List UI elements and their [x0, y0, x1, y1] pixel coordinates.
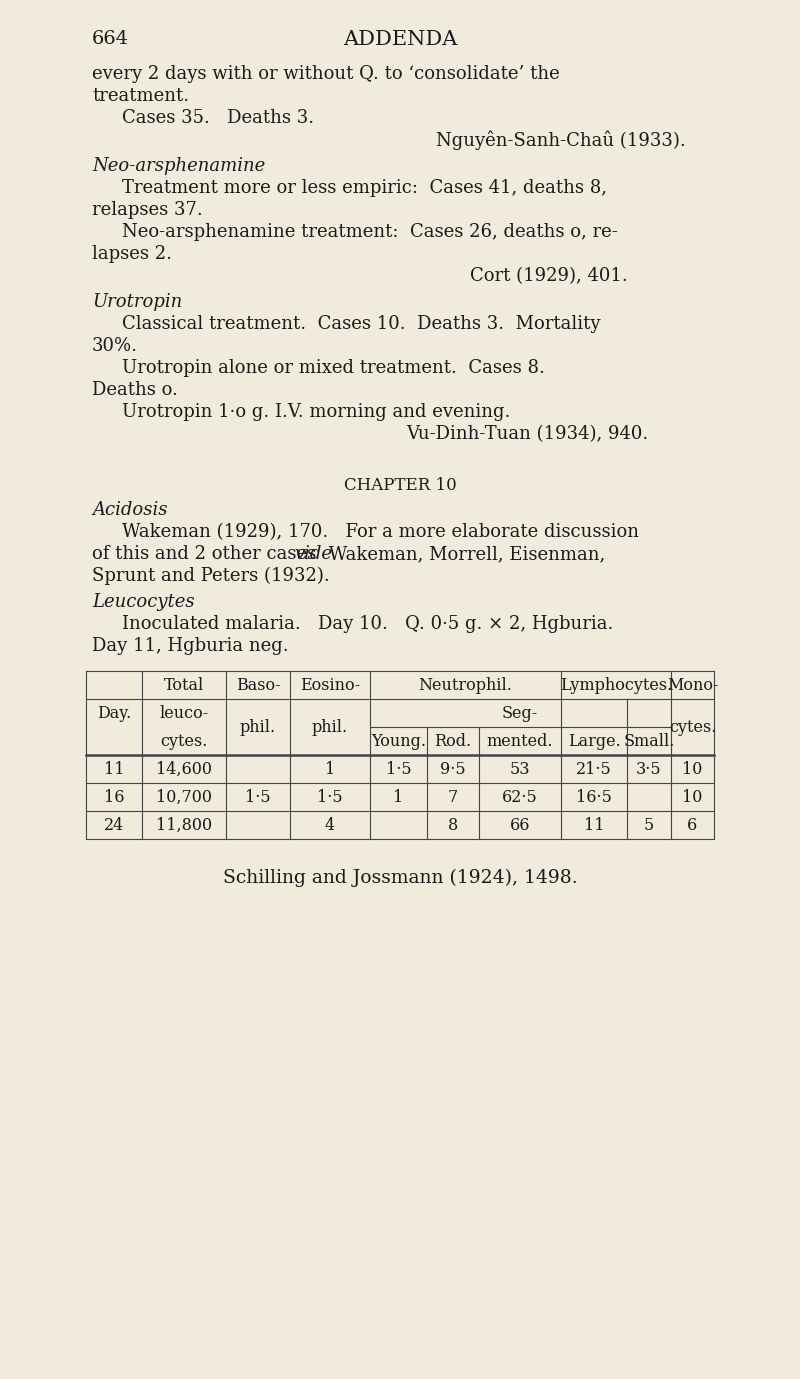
- Text: Urotropin 1·o g. I.V. morning and evening.: Urotropin 1·o g. I.V. morning and evenin…: [122, 403, 510, 421]
- Text: 21·5: 21·5: [576, 760, 612, 778]
- Text: cytes.: cytes.: [160, 732, 208, 750]
- Text: Wakeman, Morrell, Eisenman,: Wakeman, Morrell, Eisenman,: [323, 545, 606, 563]
- Text: Deaths o.: Deaths o.: [92, 381, 178, 399]
- Text: Seg-: Seg-: [502, 705, 538, 721]
- Text: Day 11, Hgburia neg.: Day 11, Hgburia neg.: [92, 637, 289, 655]
- Text: 1·5: 1·5: [386, 760, 411, 778]
- Text: of this and 2 other cases: of this and 2 other cases: [92, 545, 322, 563]
- Text: Small.: Small.: [623, 732, 674, 750]
- Text: 11,800: 11,800: [156, 816, 212, 833]
- Text: Large.: Large.: [568, 732, 620, 750]
- Text: ADDENDA: ADDENDA: [343, 30, 457, 50]
- Text: 5: 5: [644, 816, 654, 833]
- Text: CHAPTER 10: CHAPTER 10: [344, 477, 456, 494]
- Text: 10: 10: [682, 789, 702, 805]
- Text: Treatment more or less empiric:  Cases 41, deaths 8,: Treatment more or less empiric: Cases 41…: [122, 179, 607, 197]
- Text: Baso-: Baso-: [236, 677, 280, 694]
- Text: 30%.: 30%.: [92, 336, 138, 354]
- Text: 16: 16: [104, 789, 124, 805]
- Text: Urotropin: Urotropin: [92, 292, 182, 312]
- Text: 10: 10: [682, 760, 702, 778]
- Text: 664: 664: [92, 30, 129, 48]
- Text: treatment.: treatment.: [92, 87, 189, 105]
- Text: Schilling and Jossmann (1924), 1498.: Schilling and Jossmann (1924), 1498.: [222, 869, 578, 887]
- Text: Inoculated malaria.   Day 10.   Q. 0·5 g. × 2, Hgburia.: Inoculated malaria. Day 10. Q. 0·5 g. × …: [122, 615, 614, 633]
- Text: 62·5: 62·5: [502, 789, 538, 805]
- Text: Day.: Day.: [97, 705, 131, 721]
- Text: 9·5: 9·5: [440, 760, 466, 778]
- Text: 4: 4: [325, 816, 335, 833]
- Text: Lymphocytes.: Lymphocytes.: [560, 677, 672, 694]
- Text: Urotropin alone or mixed treatment.  Cases 8.: Urotropin alone or mixed treatment. Case…: [122, 359, 545, 376]
- Text: Vu-Dinh-Tuan (1934), 940.: Vu-Dinh-Tuan (1934), 940.: [406, 425, 648, 443]
- Text: 14,600: 14,600: [156, 760, 212, 778]
- Text: vide: vide: [294, 545, 332, 563]
- Text: 6: 6: [687, 816, 698, 833]
- Text: 1·5: 1·5: [245, 789, 271, 805]
- Text: 66: 66: [510, 816, 530, 833]
- Text: relapses 37.: relapses 37.: [92, 201, 202, 219]
- Text: leuco-: leuco-: [159, 705, 209, 721]
- Text: 16·5: 16·5: [576, 789, 612, 805]
- Text: Neo-arsphenamine: Neo-arsphenamine: [92, 157, 266, 175]
- Text: 53: 53: [510, 760, 530, 778]
- Text: phil.: phil.: [240, 718, 276, 735]
- Text: 11: 11: [584, 816, 604, 833]
- Text: 3·5: 3·5: [636, 760, 662, 778]
- Text: Mono-: Mono-: [666, 677, 718, 694]
- Text: Classical treatment.  Cases 10.  Deaths 3.  Mortality: Classical treatment. Cases 10. Deaths 3.…: [122, 314, 601, 332]
- Text: 11: 11: [104, 760, 124, 778]
- Text: every 2 days with or without Q. to ‘consolidate’ the: every 2 days with or without Q. to ‘cons…: [92, 65, 560, 83]
- Text: 8: 8: [448, 816, 458, 833]
- Text: 7: 7: [448, 789, 458, 805]
- Text: Total: Total: [164, 677, 204, 694]
- Text: 10,700: 10,700: [156, 789, 212, 805]
- Text: 1: 1: [394, 789, 404, 805]
- Text: lapses 2.: lapses 2.: [92, 245, 172, 263]
- Text: 24: 24: [104, 816, 124, 833]
- Text: Young.: Young.: [371, 732, 426, 750]
- Text: Nguyên-Sanh-Chaû (1933).: Nguyên-Sanh-Chaû (1933).: [436, 131, 686, 150]
- Text: Cort (1929), 401.: Cort (1929), 401.: [470, 268, 628, 285]
- Text: cytes.: cytes.: [669, 718, 716, 735]
- Text: Leucocytes: Leucocytes: [92, 593, 194, 611]
- Text: Neutrophil.: Neutrophil.: [418, 677, 513, 694]
- Text: 1·5: 1·5: [317, 789, 343, 805]
- Text: phil.: phil.: [312, 718, 348, 735]
- Text: mented.: mented.: [486, 732, 554, 750]
- Text: Eosino-: Eosino-: [300, 677, 360, 694]
- Text: Rod.: Rod.: [434, 732, 471, 750]
- Text: Cases 35.   Deaths 3.: Cases 35. Deaths 3.: [122, 109, 314, 127]
- Text: 1: 1: [325, 760, 335, 778]
- Text: Acidosis: Acidosis: [92, 501, 167, 519]
- Text: Sprunt and Peters (1932).: Sprunt and Peters (1932).: [92, 567, 330, 585]
- Text: Neo-arsphenamine treatment:  Cases 26, deaths o, re-: Neo-arsphenamine treatment: Cases 26, de…: [122, 223, 618, 241]
- Text: Wakeman (1929), 170.   For a more elaborate discussion: Wakeman (1929), 170. For a more elaborat…: [122, 523, 639, 541]
